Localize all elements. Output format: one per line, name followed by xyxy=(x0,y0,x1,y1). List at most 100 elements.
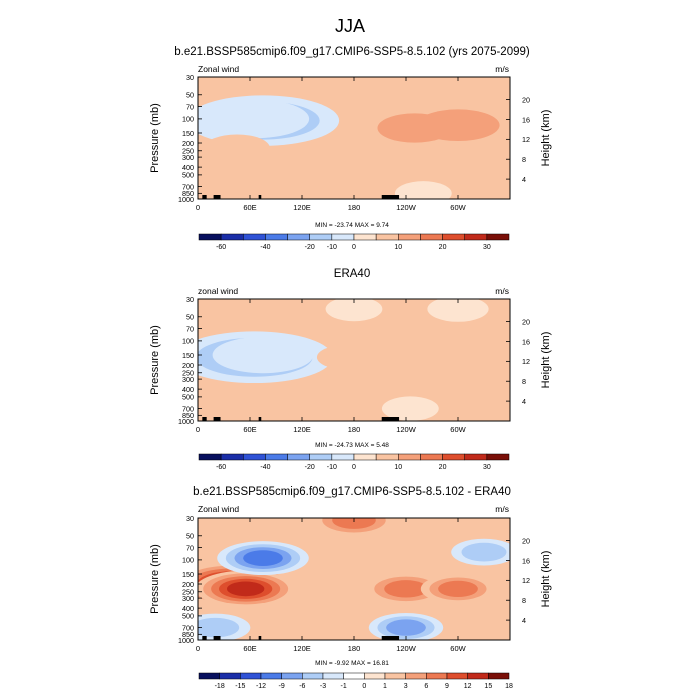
colorbar-label: 30 xyxy=(483,464,491,471)
x-tick-label: 60W xyxy=(450,425,466,434)
y-tick-label: 150 xyxy=(182,351,194,360)
panel-2-stats: MIN = -24.73 MAX = 5.48 xyxy=(315,442,389,449)
colorbar-swatch xyxy=(309,233,333,241)
y2-tick-label: 16 xyxy=(522,337,530,346)
colorbar-swatch xyxy=(375,233,399,241)
contour-5-1 xyxy=(325,299,383,322)
y2-tick-label: 4 xyxy=(522,616,526,625)
page-title: JJA xyxy=(335,16,365,36)
colorbar-swatch xyxy=(281,672,303,680)
colorbar-label: 12 xyxy=(464,683,472,690)
y-tick-label: 250 xyxy=(182,147,194,156)
y-tick-label: 150 xyxy=(182,129,194,138)
topography-1 xyxy=(202,195,207,199)
colorbar-label: -60 xyxy=(216,464,226,471)
panel-2-plot: 3050701001502002503004005007008501000Pre… xyxy=(149,295,552,434)
colorbar-swatch xyxy=(353,233,377,241)
y-tick-label: 250 xyxy=(182,369,194,378)
contour-6-1 xyxy=(394,181,452,199)
y-axis-label: Pressure (mb) xyxy=(149,544,161,614)
contour-9-2 xyxy=(198,617,240,638)
y2-tick-label: 16 xyxy=(522,115,530,124)
panel-1-title: b.e21.BSSP585cmip6.f09_g17.CMIP6-SSP5-8.… xyxy=(174,46,530,58)
y-tick-label: 500 xyxy=(182,171,194,180)
colorbar-label: -6 xyxy=(299,683,305,690)
y-tick-label: 200 xyxy=(182,361,194,370)
y-tick-label: 150 xyxy=(182,570,194,579)
colorbar-swatch xyxy=(198,672,220,680)
contour-7-3 xyxy=(332,518,376,529)
colorbar-label: 30 xyxy=(483,244,491,251)
panel-3-colorbar: -18 -15 -12 -9 -6 -3 -1 0 1 3 6 9 12 15 18 xyxy=(198,672,513,690)
contour-3-1 xyxy=(204,134,270,162)
colorbar-label: -18 xyxy=(215,683,225,690)
colorbar-label: 0 xyxy=(352,464,356,471)
y2-axis-label: Height (km) xyxy=(540,110,552,167)
colorbar-swatch xyxy=(240,672,262,680)
colorbar-label: 9 xyxy=(445,683,449,690)
panel-1-plot: 3050701001502002503004005007008501000Pre… xyxy=(149,73,552,212)
y-tick-label: 30 xyxy=(186,514,194,523)
colorbar-label: -10 xyxy=(327,244,337,251)
colorbar-swatch xyxy=(309,453,333,461)
colorbar-label: 10 xyxy=(394,464,402,471)
y2-tick-label: 8 xyxy=(522,596,526,605)
colorbar-swatch xyxy=(243,453,266,461)
x-tick-label: 120W xyxy=(396,203,417,212)
colorbar-swatch xyxy=(331,453,355,461)
panel-3-title: b.e21.BSSP585cmip6.f09_g17.CMIP6-SSP5-8.… xyxy=(193,486,511,498)
colorbar-label: 18 xyxy=(505,683,513,690)
y-tick-label: 1000 xyxy=(178,195,194,204)
topography-3 xyxy=(258,195,262,199)
colorbar-label: 3 xyxy=(404,683,408,690)
y-tick-label: 50 xyxy=(186,313,194,322)
colorbar-label: 20 xyxy=(439,244,447,251)
colorbar-swatch xyxy=(220,453,244,461)
colorbar-swatch xyxy=(287,233,310,241)
x-tick-label: 60W xyxy=(450,644,466,653)
colorbar-swatch xyxy=(488,672,510,680)
y-tick-label: 700 xyxy=(182,404,194,413)
y-tick-label: 30 xyxy=(186,73,194,82)
x-tick-label: 120W xyxy=(396,425,417,434)
panel-2-left-label: zonal wind xyxy=(198,286,238,296)
colorbar-swatch xyxy=(198,453,222,461)
x-tick-label: 120E xyxy=(293,203,311,212)
colorbar-swatch xyxy=(302,672,324,680)
colorbar-swatch xyxy=(464,453,488,461)
y-tick-label: 200 xyxy=(182,139,194,148)
panel-2-colorbar: -60 -40 -20 -10 0 10 20 30 xyxy=(198,453,510,471)
y2-tick-label: 8 xyxy=(522,155,526,164)
x-tick-label: 120E xyxy=(293,425,311,434)
y2-axis-label: Height (km) xyxy=(540,332,552,389)
colorbar-swatch xyxy=(287,453,310,461)
colorbar-label: -20 xyxy=(305,464,315,471)
panel-3-right-label: m/s xyxy=(495,504,509,514)
y-tick-label: 700 xyxy=(182,182,194,191)
colorbar-label: 6 xyxy=(424,683,428,690)
contour-3-4 xyxy=(243,550,283,566)
colorbar-swatch xyxy=(405,672,427,680)
panel-2-title: ERA40 xyxy=(334,268,370,280)
x-tick-label: 120W xyxy=(396,644,417,653)
colorbar-swatch xyxy=(420,233,443,241)
contour-6-1 xyxy=(427,299,489,322)
y-tick-label: 850 xyxy=(182,189,194,198)
x-tick-label: 0 xyxy=(196,425,200,434)
colorbar-swatch xyxy=(442,453,465,461)
topography-2 xyxy=(213,636,221,640)
panel-1-left-label: Zonal wind xyxy=(198,64,239,74)
y-tick-label: 700 xyxy=(182,623,194,632)
colorbar-label: 10 xyxy=(394,244,402,251)
contour-7-1 xyxy=(381,396,439,421)
colorbar-label: -60 xyxy=(216,244,226,251)
colorbar-swatch xyxy=(486,453,510,461)
panel-1-right-label: m/s xyxy=(495,64,509,74)
colorbar-swatch xyxy=(198,233,222,241)
colorbar-swatch xyxy=(219,672,241,680)
colorbar-label: 0 xyxy=(352,244,356,251)
x-tick-label: 180 xyxy=(348,203,361,212)
colorbar-label: 0 xyxy=(362,683,366,690)
y2-tick-label: 16 xyxy=(522,556,530,565)
y-tick-label: 70 xyxy=(186,102,194,111)
